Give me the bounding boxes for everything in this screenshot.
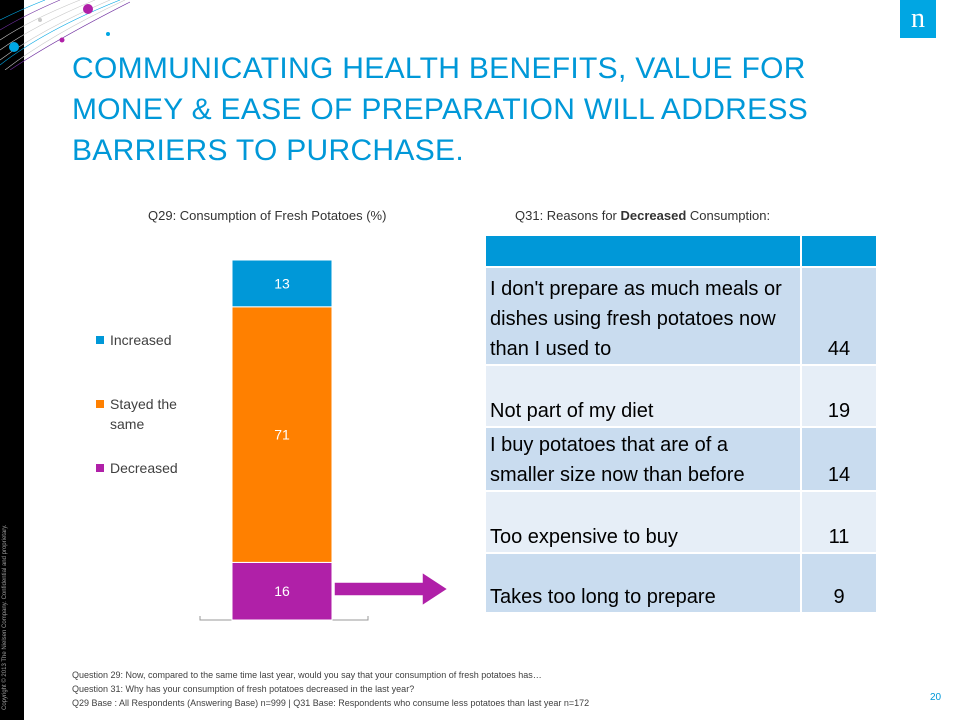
left-sidebar	[0, 0, 24, 720]
reason-cell: Not part of my diet	[486, 366, 800, 426]
legend-label-stayed: Stayed the same	[110, 396, 177, 432]
legend-swatch-increased	[96, 336, 104, 344]
legend-swatch-stayed	[96, 400, 104, 408]
nielsen-logo: n	[900, 0, 936, 38]
legend-swatch-decreased	[96, 464, 104, 472]
page-number: 20	[930, 692, 942, 703]
chart-title: Q29: Consumption of Fresh Potatoes (%)	[148, 208, 387, 223]
reason-cell: I don't prepare as much meals or dishes …	[486, 268, 800, 364]
data-label-increased: 13	[274, 275, 290, 291]
value-cell: 11	[802, 492, 876, 552]
legend-label-increased: Increased	[110, 332, 172, 348]
data-label-decreased: 16	[274, 583, 290, 599]
table-title: Q31: Reasons for Decreased Consumption:	[515, 208, 771, 223]
reasons-table: I don't prepare as much meals or dishes …	[484, 234, 878, 614]
data-label-stayed: 71	[274, 427, 290, 443]
legend-label-decreased: Decreased	[110, 460, 178, 476]
arrow-right-icon	[333, 570, 450, 608]
table-header-row	[486, 236, 876, 266]
reason-cell: Too expensive to buy	[486, 492, 800, 552]
footnote-q29: Question 29: Now, compared to the same t…	[72, 670, 542, 680]
value-cell: 19	[802, 366, 876, 426]
table-header-cell	[486, 236, 800, 266]
table-row: I don't prepare as much meals or dishes …	[486, 268, 876, 364]
table-row: Takes too long to prepare 9	[486, 554, 876, 612]
footnote-q31: Question 31: Why has your consumption of…	[72, 684, 415, 694]
table-row: I buy potatoes that are of a smaller siz…	[486, 428, 876, 490]
decorative-lines	[0, 0, 130, 70]
page-title: COMMUNICATING HEALTH BENEFITS, VALUE FOR…	[72, 52, 809, 167]
table-header-cell	[802, 236, 876, 266]
table-row: Too expensive to buy 11	[486, 492, 876, 552]
stacked-bar-chart: 16 71 13	[199, 259, 369, 621]
value-cell: 9	[802, 554, 876, 612]
value-cell: 14	[802, 428, 876, 490]
reason-cell: I buy potatoes that are of a smaller siz…	[486, 428, 800, 490]
copyright-text: Copyright © 2013 The Nielsen Company. Co…	[2, 524, 8, 710]
bar-segment-increased	[231, 259, 333, 308]
footnote-base: Q29 Base : All Respondents (Answering Ba…	[72, 698, 590, 708]
table-row: Not part of my diet 19	[486, 366, 876, 426]
reason-cell: Takes too long to prepare	[486, 554, 800, 612]
bar-segment-decreased	[231, 561, 333, 621]
value-cell: 44	[802, 268, 876, 364]
